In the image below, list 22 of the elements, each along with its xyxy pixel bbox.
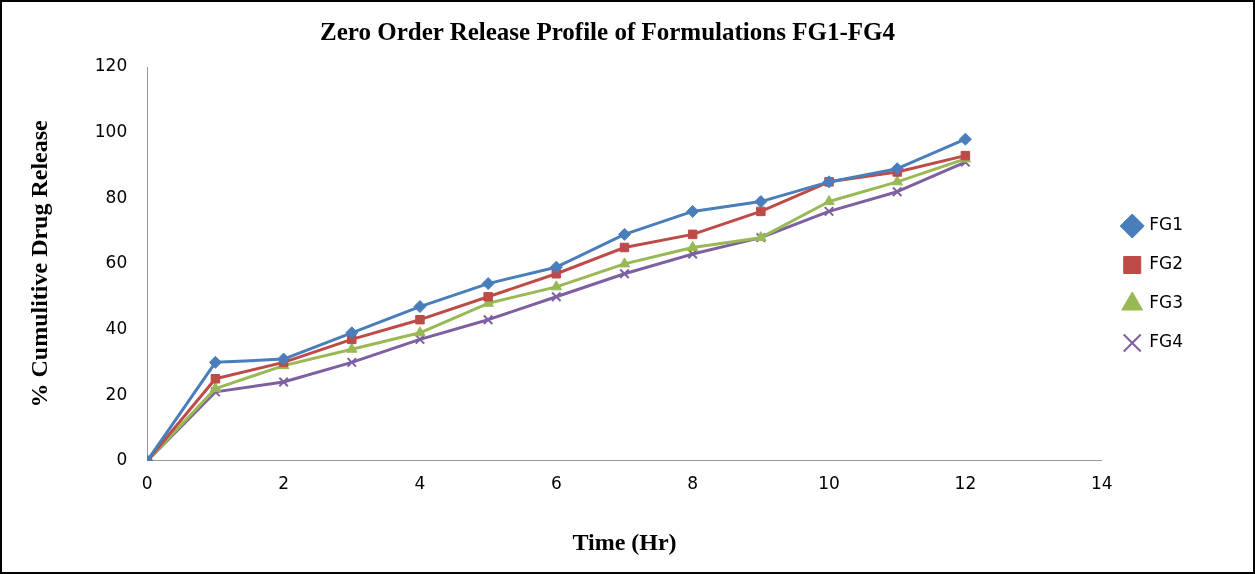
x-tick-label: 14 bbox=[1090, 473, 1113, 494]
x-tick-label: 4 bbox=[414, 473, 426, 494]
legend-label: FG2 bbox=[1149, 253, 1184, 274]
y-tick-label: 40 bbox=[105, 317, 128, 338]
y-tick-label: 100 bbox=[94, 121, 128, 142]
x-tick-label: 10 bbox=[818, 473, 840, 494]
x-tick-label: 8 bbox=[687, 473, 699, 494]
legend-label: FG3 bbox=[1149, 292, 1184, 313]
y-tick-label: 80 bbox=[105, 186, 128, 207]
legend-label: FG4 bbox=[1149, 331, 1184, 352]
x-tick-label: 12 bbox=[954, 473, 977, 494]
legend-label: FG1 bbox=[1149, 214, 1184, 235]
y-tick-label: 60 bbox=[105, 252, 128, 273]
y-tick-label: 120 bbox=[94, 55, 128, 76]
chart-title: Zero Order Release Profile of Formulations FG1-FG4 bbox=[320, 18, 896, 46]
y-tick-label: 0 bbox=[116, 449, 128, 470]
x-tick-label: 2 bbox=[278, 473, 290, 494]
x-axis-title: Time (Hr) bbox=[572, 528, 677, 555]
x-tick-label: 0 bbox=[141, 473, 153, 494]
x-tick-label: 6 bbox=[550, 473, 562, 494]
y-axis-title: % Cumulitive Drug Release bbox=[25, 119, 52, 408]
y-tick-label: 20 bbox=[105, 383, 128, 404]
